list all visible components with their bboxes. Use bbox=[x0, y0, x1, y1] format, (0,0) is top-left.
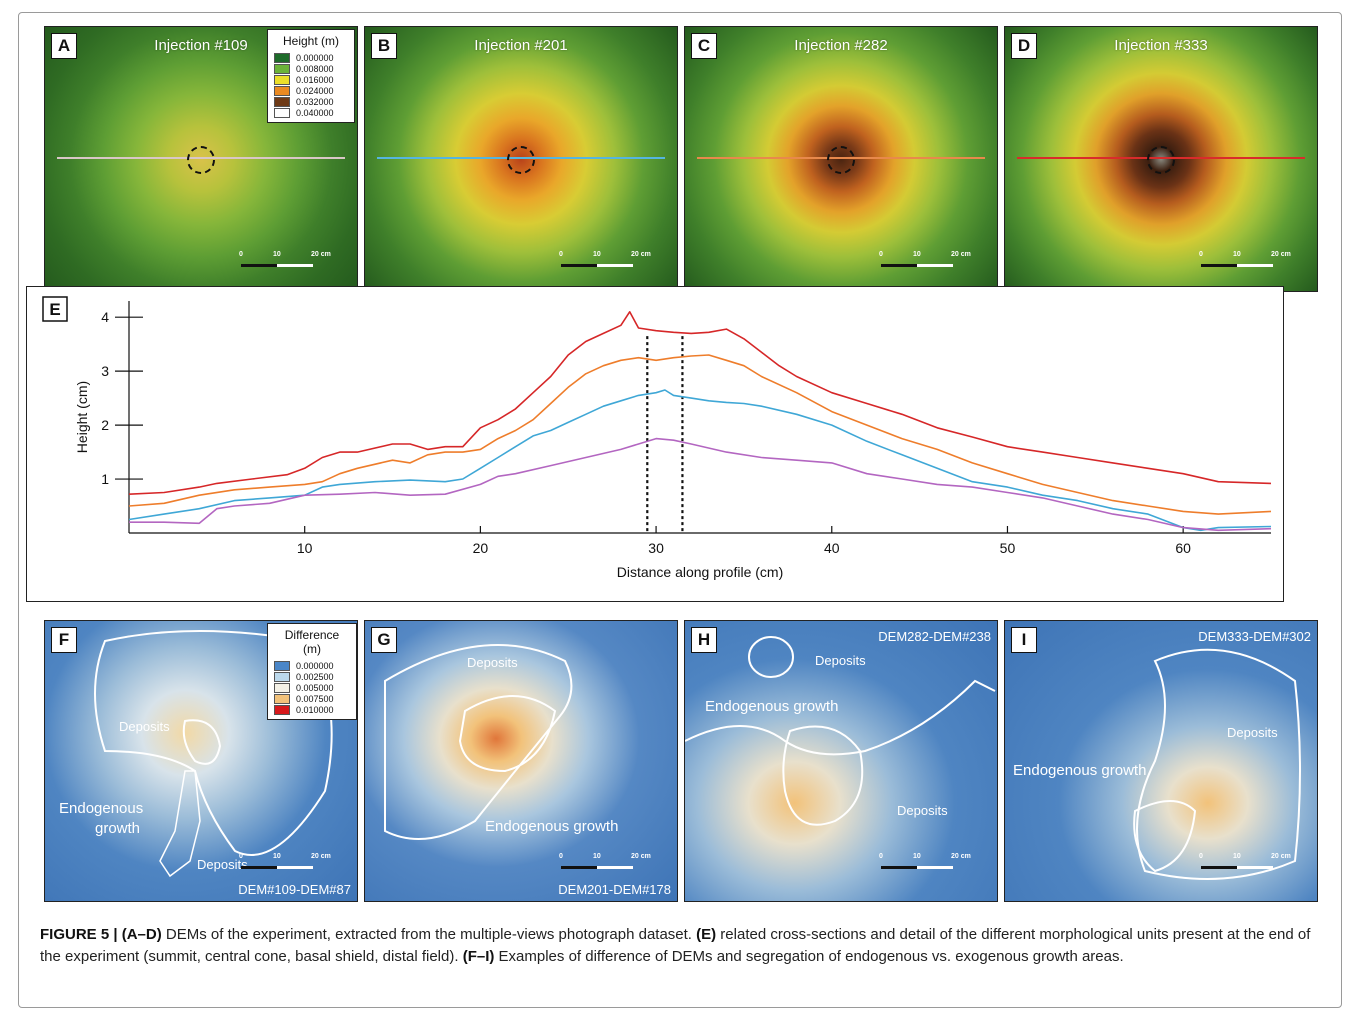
legend-unit: (m) bbox=[303, 642, 321, 656]
panel-f: F Deposits Deposits Endogenous growth Di… bbox=[44, 620, 358, 902]
caption-text: related cross-sections and detail of the… bbox=[40, 926, 1311, 965]
y-tick-label: 2 bbox=[101, 417, 109, 433]
caption-part-ad: (A–D) bbox=[121, 926, 162, 943]
y-axis-label: Height (cm) bbox=[74, 381, 90, 453]
x-tick-label: 20 bbox=[473, 540, 489, 556]
scale-bar: 0 10 20 cm bbox=[559, 251, 651, 273]
legend-item: 0.016000 bbox=[274, 74, 348, 85]
panel-b: B Injection #201 0 10 20 cm bbox=[364, 26, 678, 292]
figure-caption: FIGURE 5 | (A–D) DEMs of the experiment,… bbox=[40, 924, 1330, 968]
legend-item: 0.024000 bbox=[274, 85, 348, 96]
series-line-4 bbox=[129, 437, 1272, 532]
annotation-deposits: Deposits bbox=[897, 803, 948, 818]
annotation-endogenous: Endogenous bbox=[59, 800, 144, 817]
series-line-3 bbox=[128, 389, 1272, 532]
panel-a: A Injection #109 Height (m) 0.000000 0.0… bbox=[44, 26, 358, 292]
scale-bar: 0 10 20 cm bbox=[559, 853, 651, 875]
panel-label: C bbox=[691, 33, 717, 59]
legend-item: 0.010000 bbox=[274, 704, 350, 715]
difference-label: DEM#109-DEM#87 bbox=[238, 882, 351, 897]
annotation-endogenous: Endogenous growth bbox=[1013, 762, 1147, 779]
scale-bar: 0 10 20 cm bbox=[239, 251, 331, 273]
annotation-endogenous: Endogenous growth bbox=[705, 698, 839, 715]
vent-circle bbox=[507, 146, 535, 174]
scale-bar: 0 10 20 cm bbox=[879, 853, 971, 875]
difference-legend: Difference (m) 0.000000 0.002500 0.00500… bbox=[267, 623, 357, 720]
series-line-2 bbox=[128, 354, 1272, 515]
height-legend: Height (m) 0.000000 0.008000 0.016000 0.… bbox=[267, 29, 355, 123]
panel-label: B bbox=[371, 33, 397, 59]
caption-text: Examples of difference of DEMs and segre… bbox=[494, 948, 1124, 965]
vent-circle bbox=[1147, 146, 1175, 174]
panel-label: D bbox=[1011, 33, 1037, 59]
annotation-deposits: Deposits bbox=[467, 655, 518, 670]
panel-title: Injection #201 bbox=[474, 37, 568, 54]
y-tick-label: 4 bbox=[101, 309, 109, 325]
annotation-deposits: Deposits bbox=[197, 857, 248, 872]
panel-g: G Deposits Endogenous growth 0 10 20 cm … bbox=[364, 620, 678, 902]
annotation-endogenous: Endogenous growth bbox=[485, 818, 619, 835]
cross-section-chart: E 10 20 30 40 50 60 1 2 3 4 Distance along profile … bbox=[42, 296, 1272, 580]
legend-item: 0.005000 bbox=[274, 682, 350, 693]
caption-text: DEMs of the experiment, extracted from t… bbox=[161, 926, 697, 943]
panel-label: I bbox=[1011, 627, 1037, 653]
difference-label: DEM201-DEM#178 bbox=[558, 882, 671, 897]
scale-bar: 0 10 20 cm bbox=[1199, 251, 1291, 273]
panel-title: Injection #282 bbox=[794, 37, 888, 54]
vent-circle bbox=[187, 146, 215, 174]
panel-label: G bbox=[371, 627, 397, 653]
series-line-1 bbox=[128, 310, 1272, 495]
legend-title: Height (m) bbox=[282, 34, 339, 48]
legend-item: 0.002500 bbox=[274, 671, 350, 682]
panel-title: Injection #333 bbox=[1114, 37, 1208, 54]
annotation-growth: growth bbox=[95, 820, 141, 837]
panel-h: H DEM282-DEM#238 Deposits Deposits Endog… bbox=[684, 620, 998, 902]
panel-label: A bbox=[51, 33, 77, 59]
x-tick-label: 30 bbox=[648, 540, 664, 556]
outline-overlay bbox=[384, 644, 573, 840]
legend-title: Difference bbox=[284, 628, 340, 642]
outline-overlay bbox=[685, 636, 996, 826]
legend-item: 0.007500 bbox=[274, 693, 350, 704]
scale-bar: 0 10 20 cm bbox=[879, 251, 971, 273]
y-tick-label: 1 bbox=[101, 471, 109, 487]
x-tick-label: 40 bbox=[824, 540, 840, 556]
panel-label: E bbox=[49, 300, 60, 319]
x-tick-label: 50 bbox=[1000, 540, 1016, 556]
vent-circle bbox=[827, 146, 855, 174]
legend-item: 0.032000 bbox=[274, 96, 348, 107]
panel-d: D Injection #333 0 10 20 cm bbox=[1004, 26, 1318, 292]
legend-item: 0.008000 bbox=[274, 63, 348, 74]
panel-label-box bbox=[42, 296, 68, 322]
caption-figure-label: FIGURE 5 | bbox=[40, 926, 122, 943]
difference-label: DEM333-DEM#302 bbox=[1198, 629, 1311, 644]
scale-bar: 0 10 20 cm bbox=[1199, 853, 1291, 875]
x-tick-label: 10 bbox=[297, 540, 313, 556]
difference-image-h bbox=[685, 621, 997, 901]
annotation-deposits: Deposits bbox=[1227, 725, 1278, 740]
legend-item: 0.000000 bbox=[274, 52, 348, 63]
legend-item: 0.040000 bbox=[274, 107, 348, 118]
difference-label: DEM282-DEM#238 bbox=[878, 629, 991, 644]
difference-image-g bbox=[365, 621, 677, 901]
annotation-deposits: Deposits bbox=[815, 653, 866, 668]
scale-bar: 0 10 20 cm bbox=[239, 853, 331, 875]
panel-c: C Injection #282 0 10 20 cm bbox=[684, 26, 998, 292]
panel-label: F bbox=[51, 627, 77, 653]
panel-i: I DEM333-DEM#302 Deposits Endogenous gro… bbox=[1004, 620, 1318, 902]
legend-item: 0.000000 bbox=[274, 660, 350, 671]
caption-part-e: (E) bbox=[696, 926, 717, 943]
panel-label: H bbox=[691, 627, 717, 653]
difference-image-i bbox=[1005, 621, 1317, 901]
annotation-deposits: Deposits bbox=[119, 719, 170, 734]
panel-title: Injection #109 bbox=[154, 37, 248, 54]
outline-overlay bbox=[1133, 648, 1301, 880]
x-axis-label: Distance along profile (cm) bbox=[617, 564, 784, 580]
y-tick-label: 3 bbox=[101, 363, 109, 379]
caption-part-fi: (F–I) bbox=[462, 948, 495, 965]
x-tick-label: 60 bbox=[1175, 540, 1191, 556]
panel-e-chart: E 10 20 30 40 50 60 1 2 3 4 Distance along profile … bbox=[26, 286, 1284, 602]
